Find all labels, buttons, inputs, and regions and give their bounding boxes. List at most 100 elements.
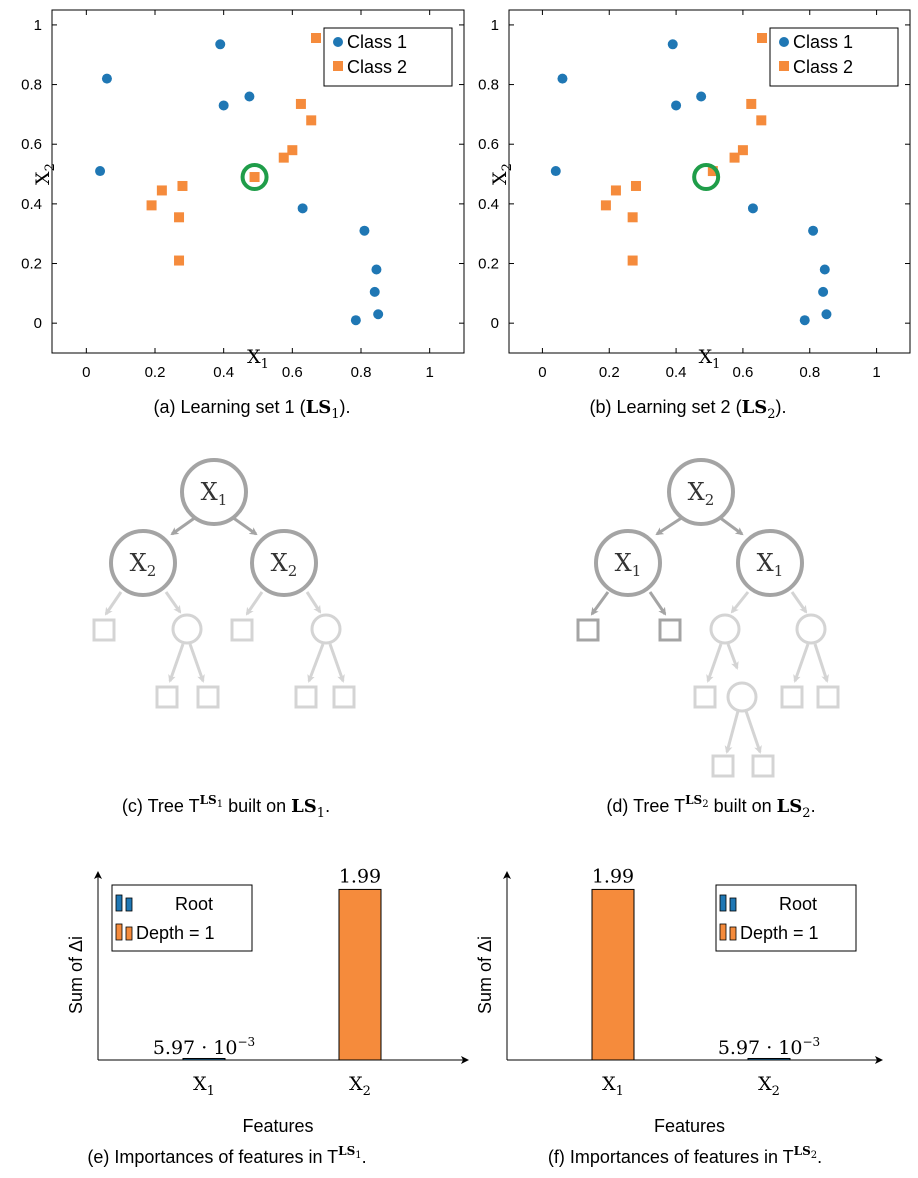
tree-c-left-node (109, 529, 177, 597)
class1-point (297, 203, 308, 214)
class2-point (627, 255, 638, 266)
y-axis-label: Sum of Δi (475, 936, 495, 1014)
tree-c-leaf (332, 685, 356, 709)
scatter-panel-b: 0 0 0.2 0.2 0.4 0.4 0.6 0.6 0.8 0.8 1 1 X1 X2 Class 1 C… (478, 9, 911, 381)
tree-c-right-label: X2 (271, 549, 298, 580)
tree-c-leaf (294, 685, 318, 709)
x-tick-label: 0.2 (599, 364, 620, 381)
class1-point (696, 91, 707, 102)
x-tick-label: 0 (538, 364, 546, 381)
tree-c-internal-node (171, 613, 203, 645)
legend-class2-marker (333, 61, 343, 71)
y-tick-label: 0.6 (478, 136, 499, 153)
tree-d: X2 X1 X1 (576, 458, 840, 778)
legend-class1-marker (779, 37, 789, 47)
tree-c-right-node (250, 529, 318, 597)
legend-root-label: Root (779, 894, 817, 914)
legend-depth1-swatch (125, 926, 133, 941)
caption-b: (b) Learning set 2 (LS2). (589, 397, 786, 422)
class1-point (808, 225, 819, 236)
x-tick-label: X1 (602, 1073, 624, 1099)
tree-d-leaf (780, 685, 804, 709)
legend-depth1-swatch (729, 926, 737, 941)
x-axis-label: Features (654, 1116, 725, 1136)
tree-d-leaf (711, 754, 735, 778)
x-tick-label: X2 (758, 1073, 780, 1099)
class1-point (359, 225, 370, 236)
y-axis-label: Sum of Δi (66, 936, 86, 1014)
class1-point (747, 203, 758, 214)
x-tick-label: 0.2 (145, 364, 166, 381)
y-axis-label: X2 (489, 163, 515, 185)
y-tick-label: 0.2 (21, 256, 42, 273)
x-tick-label: X1 (193, 1073, 215, 1099)
y-tick-label: 0.8 (478, 77, 499, 94)
class1-point (95, 166, 106, 177)
class2-point (295, 98, 306, 109)
class1-point (101, 73, 112, 84)
caption-e: (e) Importances of features in TLS1. (87, 1144, 366, 1167)
tree-c-root-node (180, 458, 248, 526)
legend-root-label: Root (175, 894, 213, 914)
highlight-ring (692, 163, 721, 192)
x-tick-label: 0 (82, 364, 90, 381)
y-tick-label: 0 (34, 315, 42, 332)
y-tick-label: 0.8 (21, 77, 42, 94)
legend-root-swatch (115, 894, 123, 912)
y-tick-label: 0.6 (21, 136, 42, 153)
plot-frame (508, 9, 911, 354)
x-tick-label: 0.8 (799, 364, 820, 381)
class1-point (350, 315, 361, 326)
tree-d-leaf (816, 685, 840, 709)
class2-point (707, 166, 718, 177)
class1-point (818, 286, 829, 297)
class2-point (610, 185, 621, 196)
tree-d-leaf (693, 685, 717, 709)
legend-root-swatch (729, 897, 737, 912)
bar-root (747, 1057, 791, 1061)
y-tick-label: 0.4 (478, 196, 499, 213)
x-axis-label: Features (242, 1116, 313, 1136)
class1-point (821, 309, 832, 320)
class2-point (278, 152, 289, 163)
class2-point (146, 200, 157, 211)
class2-point (630, 180, 641, 191)
tree-c-left-label: X2 (130, 549, 157, 580)
tree-d-root-label: X2 (688, 478, 715, 509)
class1-point (557, 73, 568, 84)
class2-point (737, 145, 748, 156)
class2-point (174, 212, 185, 223)
tree-d-left-node (594, 529, 662, 597)
y-tick-label: 0 (491, 315, 499, 332)
legend-depth1-swatch (719, 923, 727, 941)
bar-depth1 (338, 888, 382, 1061)
class2-point (746, 98, 757, 109)
class2-point (756, 115, 767, 126)
legend-depth1-label: Depth = 1 (136, 923, 215, 943)
legend-class2-marker (779, 61, 789, 71)
x-axis-label: X1 (247, 346, 269, 372)
bar-panel-f: 1.99 X1 5.97 · 10−3 X2 Features Sum of Δi Root… (475, 865, 883, 1136)
legend-overlap-point (311, 33, 321, 43)
tree-c-root-label: X1 (201, 478, 228, 509)
tree-d-left-label: X1 (615, 549, 642, 580)
bar-depth1 (591, 888, 635, 1061)
x-tick-label: 1 (425, 364, 433, 381)
class1-point (799, 315, 810, 326)
bar-panel-e: 5.97 · 10−3 X1 1.99 X2 Features Sum of Δi Root… (66, 865, 469, 1136)
y-axis-label: X2 (32, 163, 58, 185)
x-tick-label: 1 (872, 364, 880, 381)
bar-value-label: 1.99 (592, 865, 634, 887)
plot-frame (51, 9, 465, 354)
x-tick-label: X2 (349, 1073, 371, 1099)
tree-d-internal-node (795, 613, 827, 645)
tree-d-internal-node (726, 681, 758, 713)
x-tick-label: 0.8 (351, 364, 372, 381)
tree-d-leaf (751, 754, 775, 778)
bar-value-label: 5.97 · 10−3 (718, 1035, 820, 1059)
legend-box (715, 884, 857, 952)
class1-point (550, 166, 561, 177)
class1-point (215, 39, 226, 50)
tree-d-right-node (736, 529, 804, 597)
x-tick-label: 0.6 (732, 364, 753, 381)
